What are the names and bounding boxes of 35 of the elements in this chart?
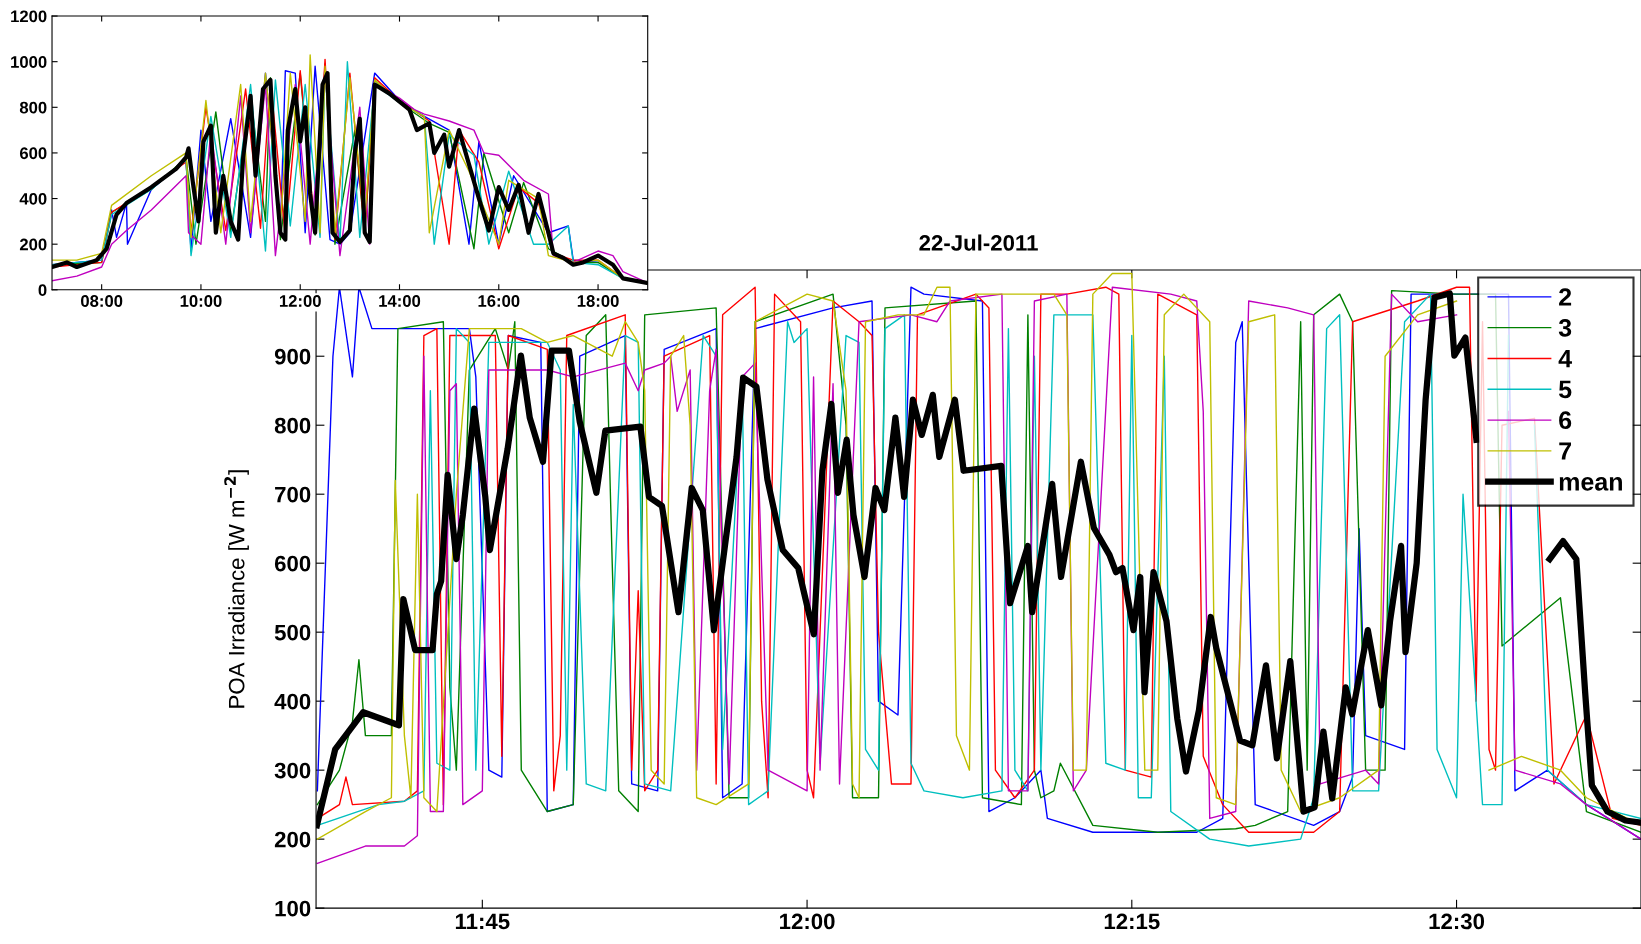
y-tick-label: 200 [19, 238, 47, 251]
y-tick-label: 0 [38, 284, 47, 297]
y-tick-label: 300 [274, 762, 311, 779]
chart-title: 22-Jul-2011 [919, 234, 1038, 251]
x-tick-label: 11:45 [455, 913, 510, 930]
y-tick-label: 100 [275, 900, 311, 917]
legend-label: 5 [1558, 380, 1572, 399]
y-tick-label: 400 [274, 693, 311, 710]
x-tick-label: 12:30 [1429, 913, 1485, 930]
x-tick-label: 16:00 [478, 295, 520, 307]
x-tick-label: 18:00 [577, 295, 619, 307]
y-tick-label: 800 [274, 417, 311, 434]
y-tick-label: 1200 [11, 10, 47, 23]
legend-label: 4 [1558, 350, 1572, 368]
y-tick-label: 500 [274, 624, 311, 641]
x-tick-label: 14:00 [379, 295, 421, 307]
x-tick-label: 10:00 [180, 295, 222, 307]
x-tick-label: 12:15 [1104, 913, 1160, 930]
x-tick-label: 12:00 [780, 913, 835, 930]
legend-label: 6 [1559, 411, 1572, 430]
x-tick-label: 12:00 [279, 295, 321, 307]
legend-label: 7 [1559, 442, 1571, 460]
y-tick-label: 600 [19, 147, 47, 160]
y-tick-label: 600 [274, 555, 311, 572]
x-tick-label: 08:00 [81, 295, 123, 307]
y-tick-label: 1000 [11, 56, 47, 68]
y-axis-title: POA Irradiance [W m$^{−2}$] [224, 470, 249, 708]
legend-label: 2 [1559, 288, 1572, 306]
y-tick-label: 200 [274, 831, 311, 848]
y-tick-label: 700 [275, 486, 311, 503]
legend-label: 3 [1558, 318, 1572, 337]
y-tick-label: 400 [19, 192, 47, 205]
y-tick-label: 800 [19, 101, 47, 114]
y-tick-label: 900 [274, 348, 311, 365]
legend-label: mean [1559, 476, 1622, 491]
